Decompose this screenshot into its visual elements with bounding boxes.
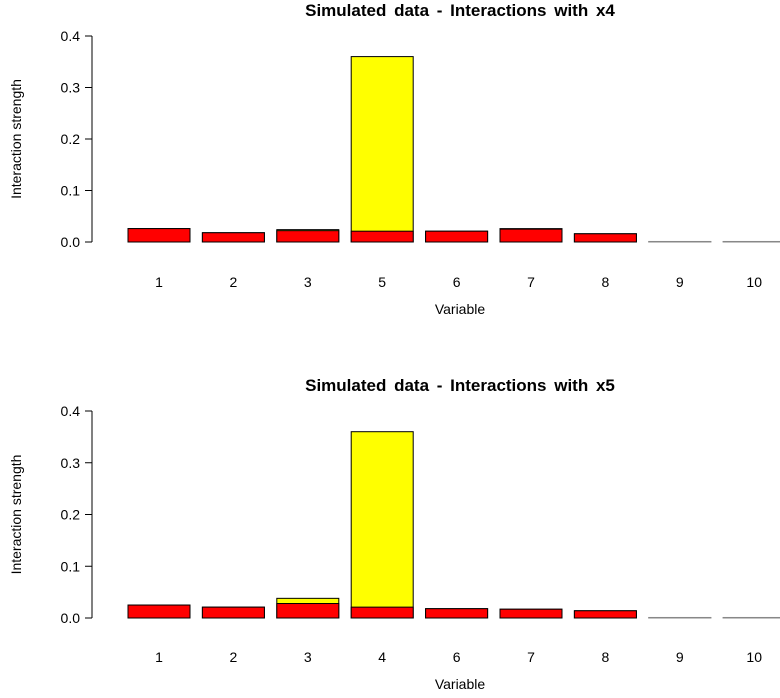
- bar-2-series-2: [201, 606, 265, 619]
- y-tick-label: 0.3: [61, 455, 81, 471]
- x-tick-label: 2: [230, 649, 238, 665]
- y-tick-label: 0.4: [61, 403, 81, 419]
- chart-panel-2: Simulated data - Interactions with x5 0.0…: [8, 376, 780, 692]
- bar-5-series-1: [350, 56, 414, 243]
- x-tick-label: 3: [304, 649, 312, 665]
- bar-3-series-2: [276, 230, 340, 243]
- bar-4-series-1: [350, 431, 414, 619]
- x-tick-label: 10: [746, 649, 762, 665]
- y-tick-label: 0.2: [61, 507, 81, 523]
- bar-6-series-2: [425, 608, 489, 619]
- x-tick-label: 10: [746, 274, 762, 290]
- bar-4-series-2: [350, 606, 414, 619]
- x-tick-label: 1: [155, 274, 163, 290]
- y-tick-label: 0.2: [61, 131, 81, 147]
- bar-1-series-2: [127, 604, 191, 619]
- bar-9-series-2: [648, 240, 712, 243]
- y-tick-label: 0.3: [61, 80, 81, 96]
- y-tick-label: 0.1: [61, 558, 81, 574]
- x-tick-label: 7: [527, 274, 535, 290]
- bar-7-series-2: [499, 608, 563, 619]
- x-tick-label: 9: [676, 274, 684, 290]
- bar-8-series-2: [573, 610, 637, 619]
- bar-8-series-2: [573, 233, 637, 243]
- x-tick-label: 7: [527, 649, 535, 665]
- chart-title: Simulated data - Interactions with x4: [305, 1, 615, 20]
- y-axis-label: Interaction strength: [8, 455, 24, 575]
- bar-7-series-2: [499, 228, 563, 243]
- bar-1-series-2: [127, 228, 191, 243]
- bar-3-series-2: [276, 603, 340, 619]
- x-tick-label: 9: [676, 649, 684, 665]
- bar-2-series-2: [201, 232, 265, 243]
- x-tick-label: 6: [453, 274, 461, 290]
- y-tick-label: 0.0: [61, 234, 81, 250]
- y-tick-label: 0.0: [61, 610, 81, 626]
- chart-title: Simulated data - Interactions with x5: [305, 376, 615, 395]
- bar-6-series-2: [425, 230, 489, 243]
- bar-10-series-2: [722, 240, 780, 243]
- x-tick-label: 4: [378, 649, 386, 665]
- x-axis-label: Variable: [435, 301, 486, 317]
- x-axis-label: Variable: [435, 676, 486, 692]
- x-tick-label: 3: [304, 274, 312, 290]
- bar-5-series-2: [350, 230, 414, 243]
- x-tick-label: 5: [378, 274, 386, 290]
- y-tick-label: 0.4: [61, 28, 81, 44]
- x-tick-label: 6: [453, 649, 461, 665]
- bar-10-series-2: [722, 616, 780, 619]
- chart-panel-1: Simulated data - Interactions with x4 0.0…: [8, 1, 780, 317]
- x-tick-label: 8: [602, 649, 610, 665]
- x-tick-label: 8: [602, 274, 610, 290]
- y-tick-label: 0.1: [61, 183, 81, 199]
- x-tick-label: 1: [155, 649, 163, 665]
- y-axis-label: Interaction strength: [8, 79, 24, 199]
- bar-9-series-2: [648, 616, 712, 619]
- x-tick-label: 2: [230, 274, 238, 290]
